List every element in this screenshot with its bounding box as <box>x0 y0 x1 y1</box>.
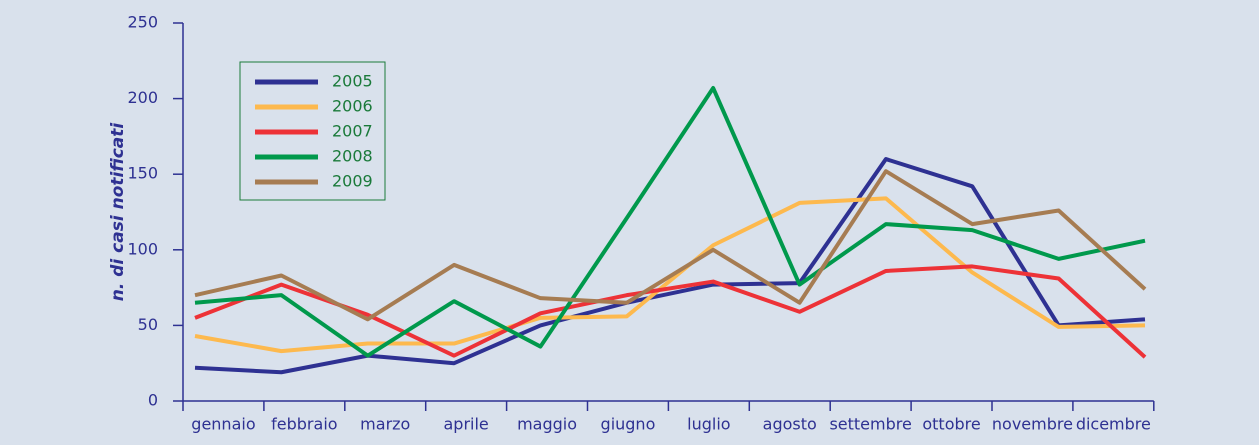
y-tick-label: 250 <box>127 13 158 32</box>
legend-label: 2008 <box>332 147 373 166</box>
x-tick-label: aprile <box>444 415 489 434</box>
series-line <box>194 264 1147 359</box>
x-tick-label: luglio <box>687 415 730 434</box>
y-tick-label: 100 <box>127 239 158 258</box>
y-axis-label: n. di casi notificati <box>108 122 128 302</box>
legend-label: 2006 <box>332 97 373 116</box>
y-tick-label: 50 <box>138 315 158 334</box>
x-tick-label: gennaio <box>191 415 255 434</box>
legend-label: 2005 <box>332 72 373 91</box>
x-tick-label: novembre <box>992 415 1073 434</box>
series-line <box>194 86 1146 358</box>
legend-label: 2009 <box>332 172 373 191</box>
x-tick-label: maggio <box>517 415 577 434</box>
series-line <box>194 169 1147 322</box>
y-tick-label: 200 <box>127 88 158 107</box>
series-line <box>194 157 1146 375</box>
x-tick-label: ottobre <box>922 415 980 434</box>
x-tick-label: dicembre <box>1076 415 1151 434</box>
y-tick-label: 150 <box>127 164 158 183</box>
x-tick-label: giugno <box>601 415 656 434</box>
x-tick-label: settembre <box>829 415 911 434</box>
legend-label: 2007 <box>332 122 373 141</box>
y-tick-label: 0 <box>148 391 158 410</box>
x-tick-label: agosto <box>763 415 817 434</box>
x-tick-label: marzo <box>360 415 410 434</box>
x-tick-label: febbraio <box>271 415 337 434</box>
